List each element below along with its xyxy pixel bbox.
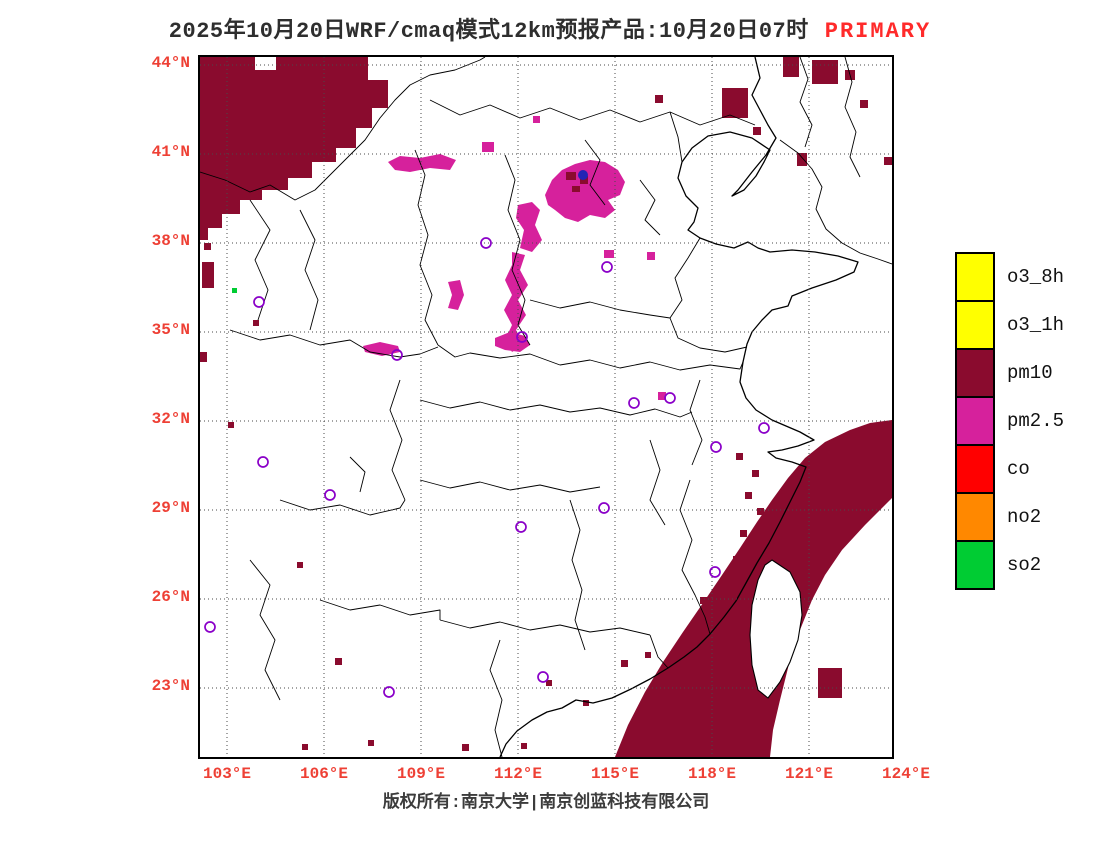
lon-label-115e: 115°E	[590, 765, 640, 783]
legend-swatch-so2	[955, 540, 995, 590]
city-markers	[204, 170, 770, 698]
legend-swatch-co	[955, 444, 995, 494]
legend-label-so2: so2	[1007, 554, 1042, 576]
pm10-scattered-cells	[200, 57, 892, 751]
legend: o3_8h o3_1h pm10 pm2.5 co no2 so2	[955, 252, 1064, 590]
legend-label-o3-1h: o3_1h	[1007, 314, 1065, 336]
legend-swatch-o3-1h	[955, 300, 995, 350]
page-title: 2025年10月20日WRF/cmaq模式12km预报产品:10月20日07时 P…	[0, 12, 1100, 44]
lon-label-103e: 103°E	[202, 765, 252, 783]
legend-item-co: co	[955, 444, 1064, 494]
lat-label-35n: 35°N	[151, 321, 190, 339]
primary-badge: PRIMARY	[824, 19, 932, 44]
lat-label-41n: 41°N	[151, 143, 190, 161]
legend-item-o3-1h: o3_1h	[955, 300, 1064, 350]
lat-label-32n: 32°N	[151, 410, 190, 428]
station-dot	[578, 170, 588, 180]
lon-label-106e: 106°E	[299, 765, 349, 783]
lat-label-38n: 38°N	[151, 232, 190, 250]
taiwan-island	[749, 559, 803, 699]
legend-item-o3-8h: o3_8h	[955, 252, 1064, 302]
pm10-region-northwest	[200, 57, 388, 288]
legend-label-pm25: pm2.5	[1007, 410, 1065, 432]
legend-swatch-pm25	[955, 396, 995, 446]
pm10-region-southeast-sea	[615, 420, 892, 757]
lat-label-29n: 29°N	[151, 499, 190, 517]
legend-label-co: co	[1007, 458, 1030, 480]
legend-swatch-o3-8h	[955, 252, 995, 302]
coastline	[499, 57, 859, 757]
legend-item-no2: no2	[955, 492, 1064, 542]
lon-label-118e: 118°E	[687, 765, 737, 783]
so2-cell	[232, 288, 237, 293]
lon-label-109e: 109°E	[396, 765, 446, 783]
lat-label-23n: 23°N	[151, 677, 190, 695]
legend-item-so2: so2	[955, 540, 1064, 590]
legend-label-o3-8h: o3_8h	[1007, 266, 1065, 288]
copyright-footer: 版权所有:南京大学|南京创蓝科技有限公司	[382, 794, 710, 813]
legend-item-pm10: pm10	[955, 348, 1064, 398]
lon-label-112e: 112°E	[493, 765, 543, 783]
legend-label-pm10: pm10	[1007, 362, 1053, 384]
forecast-title-text: 2025年10月20日WRF/cmaq模式12km预报产品:10月20日07时	[168, 19, 809, 44]
pm25-regions	[363, 116, 666, 400]
legend-item-pm25: pm2.5	[955, 396, 1064, 446]
legend-label-no2: no2	[1007, 506, 1042, 528]
lon-label-124e: 124°E	[881, 765, 931, 783]
legend-swatch-no2	[955, 492, 995, 542]
lat-label-26n: 26°N	[151, 588, 190, 606]
forecast-map	[198, 55, 894, 759]
lat-label-44n: 44°N	[151, 54, 190, 72]
lon-label-121e: 121°E	[784, 765, 834, 783]
legend-swatch-pm10	[955, 348, 995, 398]
